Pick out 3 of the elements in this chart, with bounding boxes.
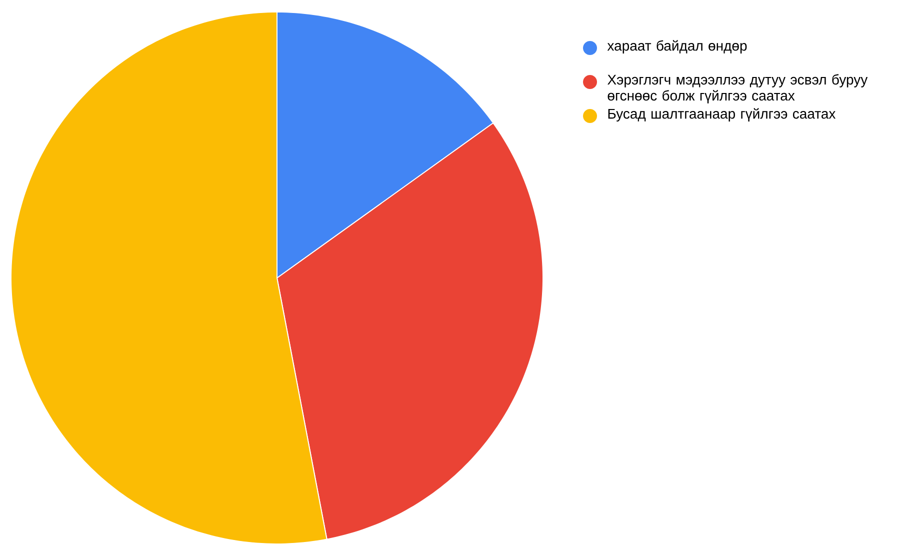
legend-label: Бусад шалтгаанаар гүйлгээ саатах [608, 108, 836, 122]
legend-label: Хэрэглэгч мэдээллээ дутуу эсвэл буруу өгснөөс болж гүйлгээ саатах [608, 74, 868, 104]
legend-label: хараат байдал өндөр [607, 40, 747, 54]
